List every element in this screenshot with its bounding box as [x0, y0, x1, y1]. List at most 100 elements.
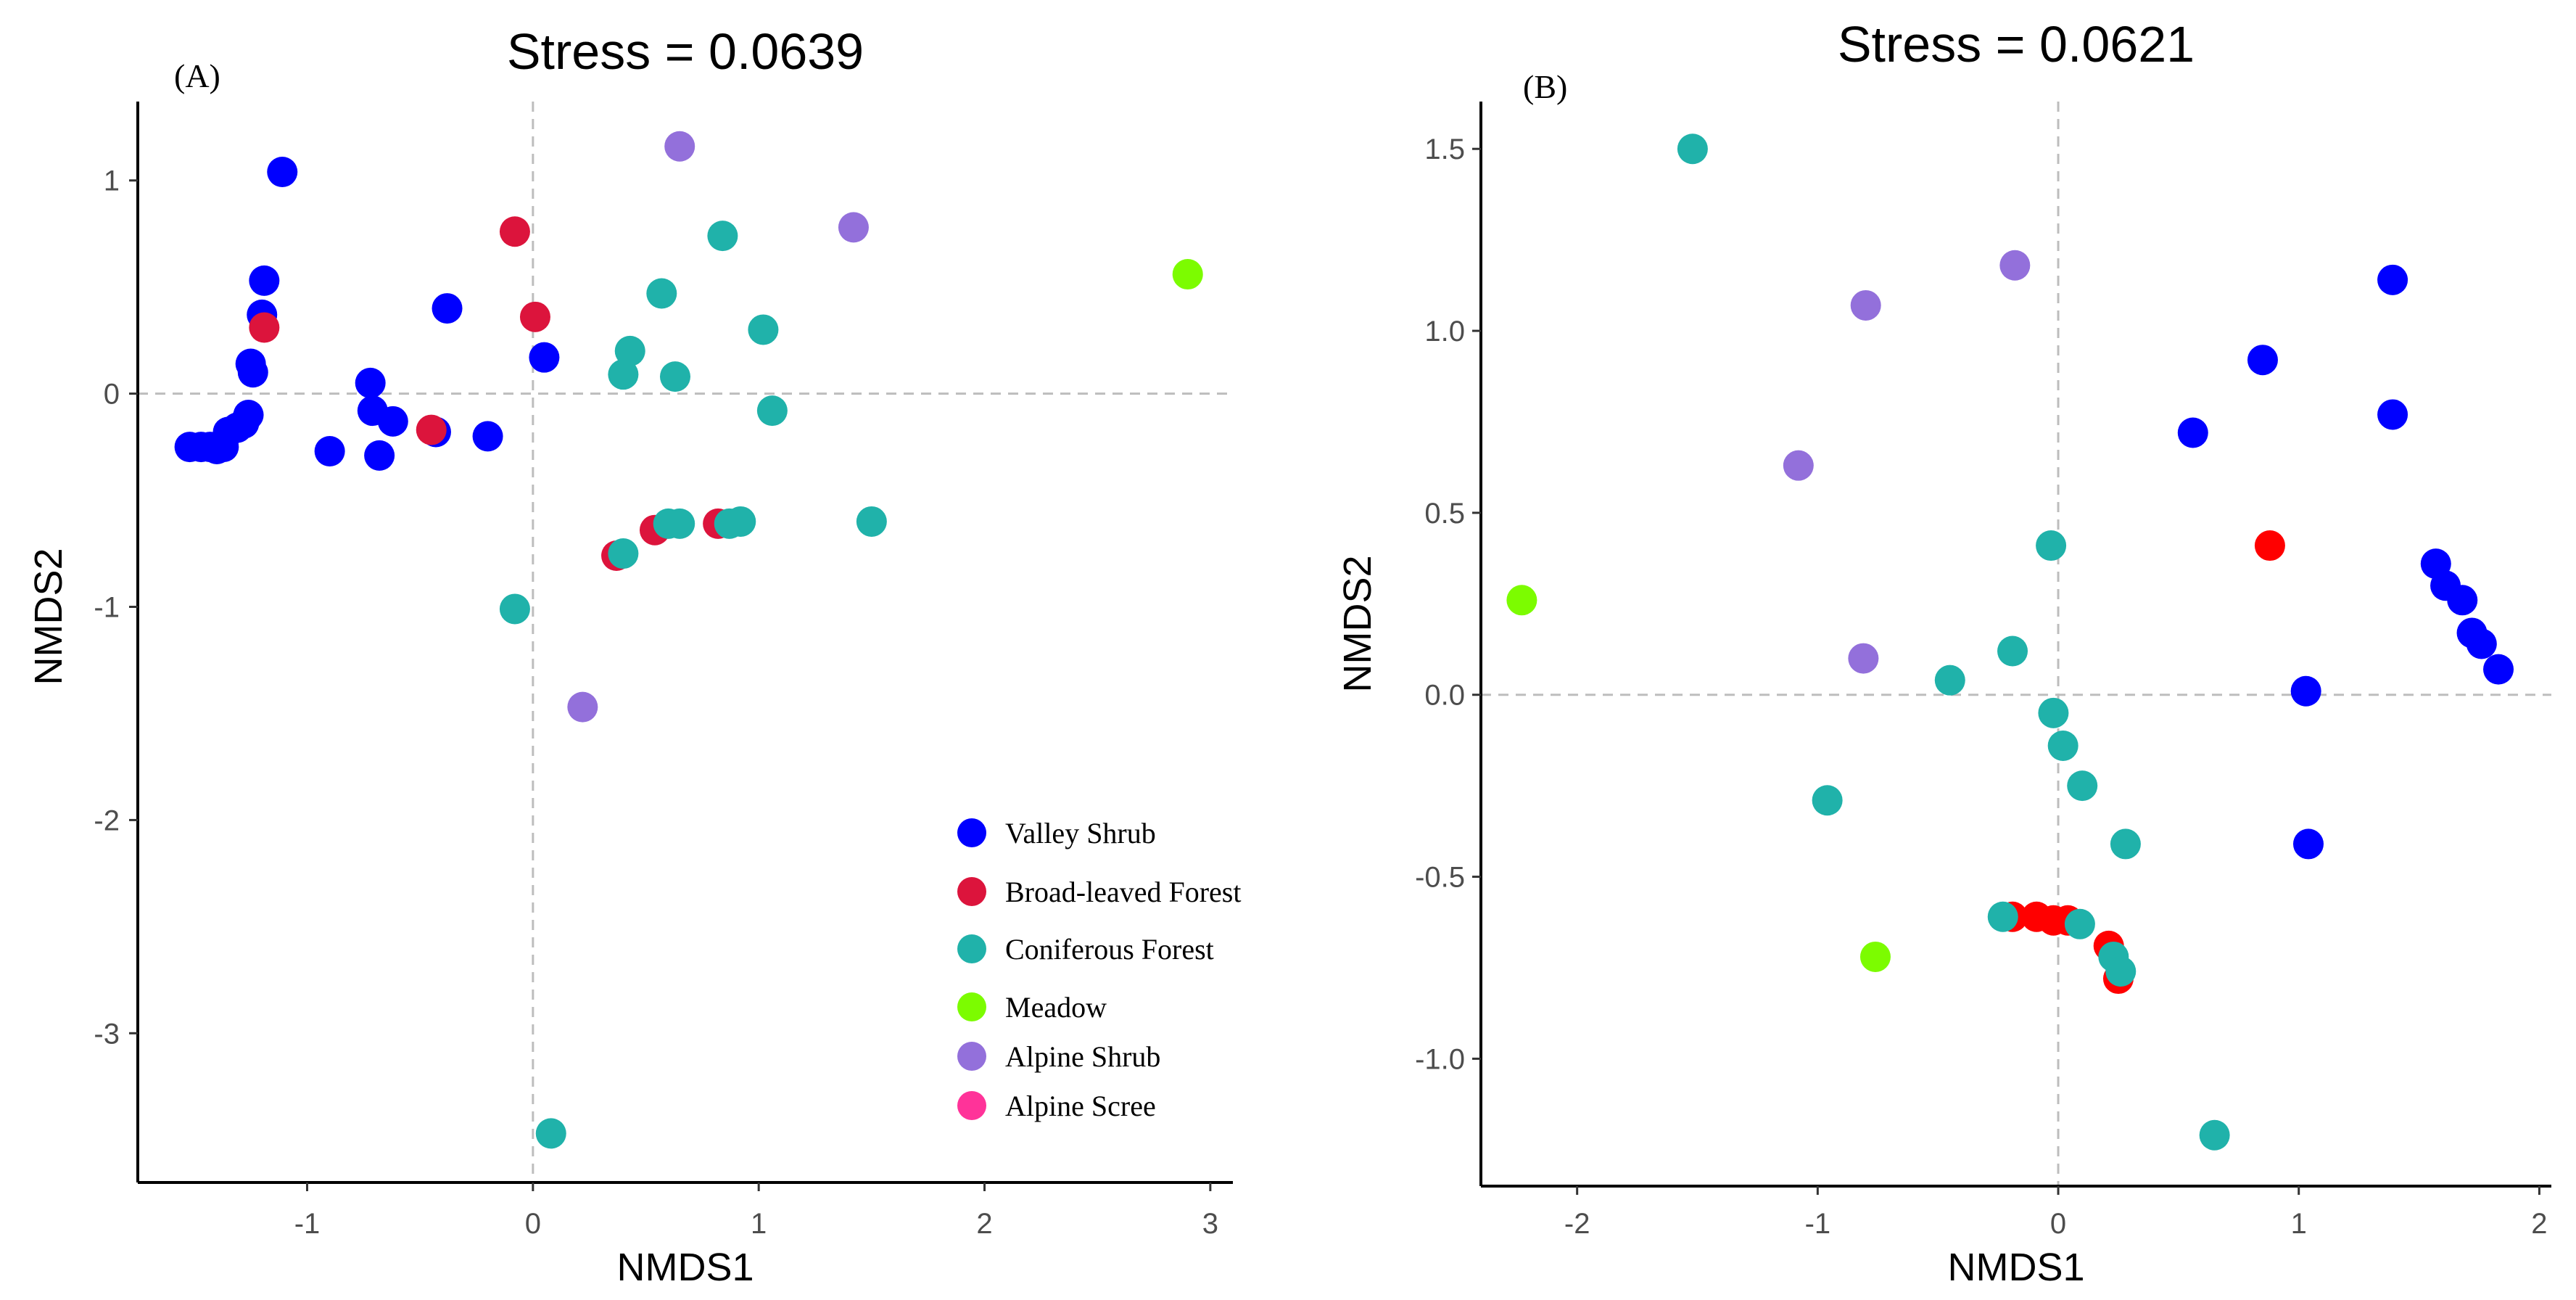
legend-label: Coniferous Forest — [1005, 933, 1214, 966]
panel-letter: (B) — [1523, 68, 1567, 105]
point-valley-shrub — [267, 156, 298, 187]
point-coniferous-forest — [1677, 133, 1708, 165]
x-axis-title: NMDS1 — [1947, 1246, 2084, 1289]
point-coniferous-forest — [725, 506, 756, 537]
point-coniferous-forest — [707, 221, 738, 252]
point-valley-shrub — [2483, 654, 2514, 685]
point-coniferous-forest — [2047, 730, 2078, 761]
point-coniferous-forest — [2036, 530, 2067, 561]
point-alpine-shrub — [664, 131, 695, 162]
point-coniferous-forest — [1997, 635, 2028, 667]
panel-letter: (A) — [174, 57, 220, 94]
point-coniferous-forest — [535, 1118, 566, 1149]
y-tick-label: -1.0 — [1415, 1043, 1465, 1075]
point-valley-shrub — [377, 406, 408, 437]
point-broad-leaved-forest — [2254, 530, 2285, 561]
legend-swatch-valley-shrub — [957, 818, 986, 847]
point-coniferous-forest — [646, 278, 677, 309]
y-axis-title: NMDS2 — [27, 548, 70, 685]
point-valley-shrub — [314, 435, 345, 466]
point-coniferous-forest — [614, 335, 645, 366]
y-tick-label: 1.0 — [1424, 316, 1465, 347]
x-tick-label: 2 — [976, 1208, 992, 1240]
y-tick-label: 1 — [104, 165, 120, 197]
x-tick-label: 0 — [2050, 1208, 2066, 1240]
point-valley-shrub — [2447, 585, 2478, 616]
stress-title: Stress = 0.0639 — [507, 23, 864, 80]
point-coniferous-forest — [2199, 1119, 2230, 1151]
y-tick-label: -2 — [94, 805, 120, 836]
point-broad-leaved-forest — [249, 312, 280, 343]
point-valley-shrub — [2377, 264, 2408, 295]
y-tick-label: -3 — [94, 1018, 120, 1050]
point-broad-leaved-forest — [416, 414, 447, 445]
point-coniferous-forest — [856, 506, 887, 537]
point-coniferous-forest — [756, 395, 788, 427]
legend: Valley Shrub Broad-leaved Forest Coniferou… — [957, 817, 1241, 1122]
point-meadow — [1506, 585, 1537, 616]
panel-a: -1 0 1 2 3 1 0 -1 -2 -3 Stress = 0.0639 (A) NMDS1 NMD… — [27, 23, 1233, 1289]
legend-label: Alpine Scree — [1005, 1090, 1156, 1122]
point-valley-shrub — [432, 293, 463, 324]
legend-swatch-alpine-scree — [957, 1091, 986, 1120]
point-coniferous-forest — [2105, 956, 2137, 987]
point-coniferous-forest — [1934, 665, 1965, 696]
point-valley-shrub — [364, 440, 395, 471]
legend-swatch-alpine-shrub — [957, 1042, 986, 1071]
point-broad-leaved-forest — [499, 216, 530, 247]
x-tick-label: 0 — [525, 1208, 541, 1240]
x-tick-label: 3 — [1202, 1208, 1218, 1240]
point-valley-shrub — [2290, 675, 2321, 707]
point-coniferous-forest — [659, 361, 690, 392]
point-coniferous-forest — [1987, 901, 2018, 932]
x-tick-label: 1 — [751, 1208, 767, 1240]
x-tick-label: 1 — [2291, 1208, 2307, 1240]
point-valley-shrub — [2292, 828, 2324, 860]
legend-swatch-coniferous-forest — [957, 934, 986, 963]
legend-swatch-meadow — [957, 992, 986, 1021]
point-alpine-shrub — [567, 691, 598, 723]
y-tick-label: 0 — [104, 379, 120, 411]
point-broad-leaved-forest — [519, 301, 550, 332]
legend-label: Valley Shrub — [1005, 817, 1156, 849]
point-valley-shrub — [529, 342, 560, 373]
x-tick-label: -2 — [1564, 1208, 1590, 1240]
point-valley-shrub — [472, 421, 503, 452]
point-valley-shrub — [2377, 399, 2408, 430]
y-tick-label: 0.5 — [1424, 498, 1465, 530]
point-meadow — [1859, 941, 1891, 972]
y-axis-title: NMDS2 — [1336, 555, 1379, 692]
legend-swatch-broad-leaved-forest — [957, 877, 986, 906]
point-valley-shrub — [2466, 628, 2497, 659]
point-alpine-shrub — [1850, 289, 1881, 321]
point-alpine-shrub — [1999, 250, 2031, 281]
point-coniferous-forest — [499, 593, 530, 625]
point-coniferous-forest — [748, 314, 779, 345]
legend-label: Meadow — [1005, 991, 1107, 1024]
point-coniferous-forest — [608, 538, 639, 569]
x-tick-label: -1 — [294, 1208, 321, 1240]
point-alpine-shrub — [1848, 643, 1879, 674]
legend-label: Broad-leaved Forest — [1005, 876, 1241, 908]
point-coniferous-forest — [2067, 770, 2098, 802]
point-valley-shrub — [355, 367, 386, 398]
y-tick-label: -0.5 — [1415, 862, 1465, 894]
point-coniferous-forest — [1812, 785, 1843, 816]
point-valley-shrub — [233, 400, 264, 431]
stress-title: Stress = 0.0621 — [1838, 16, 2195, 73]
point-alpine-shrub — [1783, 450, 1814, 481]
point-coniferous-forest — [2038, 697, 2069, 728]
panel-b: -2 -1 0 1 2 1.5 1.0 0.5 0.0 -0.5 -1.0 Stress = 0.06… — [1336, 16, 2551, 1289]
point-alpine-shrub — [838, 212, 869, 243]
point-coniferous-forest — [2064, 908, 2095, 939]
y-tick-label: 0.0 — [1424, 680, 1465, 712]
x-tick-label: -1 — [1805, 1208, 1831, 1240]
point-coniferous-forest — [664, 508, 695, 539]
y-tick-label: 1.5 — [1424, 133, 1465, 165]
point-valley-shrub — [235, 348, 266, 379]
point-coniferous-forest — [608, 359, 639, 390]
y-tick-label: -1 — [94, 592, 120, 624]
point-valley-shrub — [2177, 417, 2208, 448]
x-axis-title: NMDS1 — [616, 1246, 754, 1289]
